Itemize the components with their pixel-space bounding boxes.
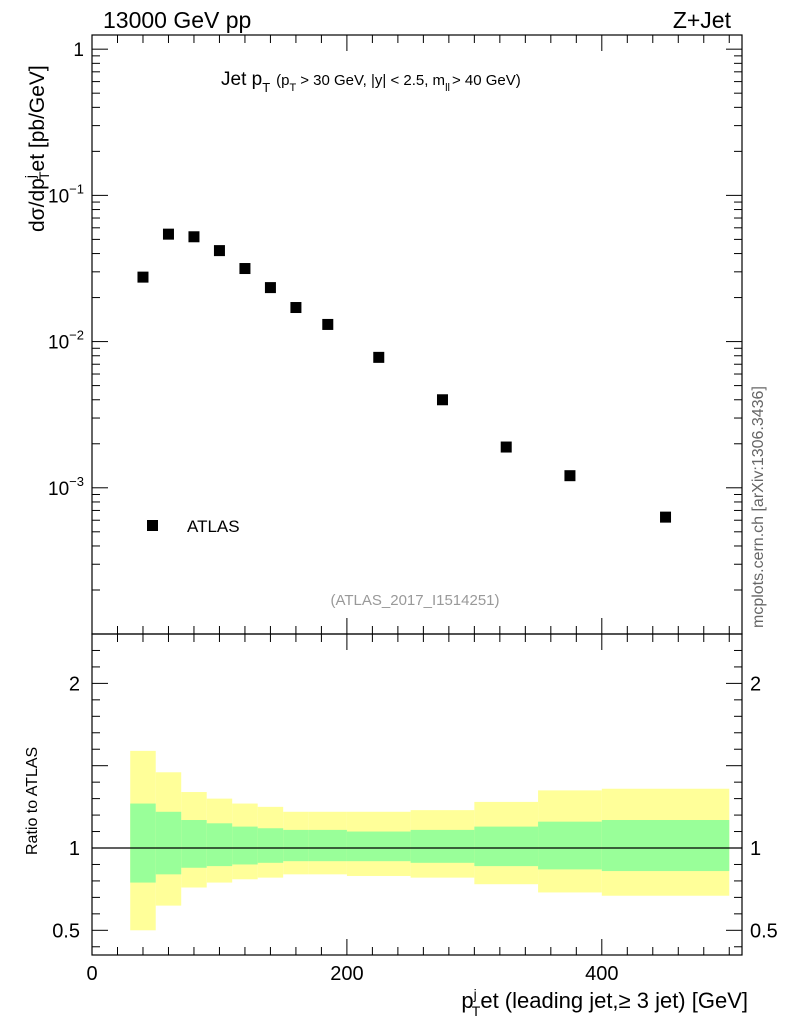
ratio-band-inner-6	[283, 829, 309, 862]
data-point-0-3	[213, 245, 225, 257]
data-point-0-8	[373, 351, 385, 363]
legend-marker	[147, 520, 158, 531]
ylabel-sub: T	[36, 171, 52, 180]
ratio-plot: 0 200 400 0.5 0.5 1 1 2 2	[52, 633, 778, 985]
ylabel-a: dσ/dp	[26, 178, 49, 232]
plot-title-sub: T	[262, 80, 270, 95]
header-left-label: 13000 GeV pp	[103, 7, 251, 33]
main-plot: 1 10−1 10−2 10−3	[48, 34, 743, 635]
ratio-y-tick-label-right-1: 1	[750, 838, 761, 860]
ratio-band-inner-9	[410, 829, 475, 863]
plot-title-cuts-ll: ll	[445, 82, 450, 94]
plot-title-cuts: (p	[276, 72, 289, 89]
ratio-band-inner-5	[257, 828, 284, 863]
x-axis-label: pj Tet (leading jet,≥ 3 jet) [GeV]	[461, 986, 748, 1019]
ratio-frame	[91, 633, 743, 956]
plot-title-cuts-end: > 40 GeV)	[452, 72, 521, 89]
data-point-0-12	[660, 511, 672, 523]
ratio-y-tick-label-left-2: 2	[69, 673, 80, 695]
data-point-0-6	[290, 302, 302, 314]
plot-title: Jet pT (pT > 30 GeV, |y| < 2.5, mll > 40 Ge…	[221, 69, 521, 95]
plot-title-cuts-sub: T	[290, 82, 297, 94]
data-point-0-7	[322, 318, 334, 330]
ratio-y-tick-label-left-1: 1	[69, 838, 80, 860]
ratio-band-inner-7	[308, 829, 347, 862]
plot-title-cuts-rest: > 30 GeV, |y| < 2.5, m	[300, 72, 445, 89]
analysis-id-label: (ATLAS_2017_I1514251)	[330, 592, 499, 609]
ratio-band-inner-3	[206, 823, 233, 867]
header-right-label: Z+Jet	[673, 7, 732, 33]
xlabel-a: p	[461, 988, 473, 1013]
y-axis-label-ratio: Ratio to ATLAS	[24, 747, 41, 855]
ratio-band-inner-0	[130, 803, 156, 883]
ratio-y-tick-label-right-2: 2	[750, 673, 761, 695]
ratio-band-inner-2	[181, 820, 207, 868]
main-y-tick-label-3: 10−3	[48, 474, 84, 500]
data-point-0-10	[500, 441, 512, 453]
plot-title-main: Jet p	[221, 69, 262, 90]
ratio-y-tick-label-left-0: 0.5	[52, 920, 80, 942]
x-tick-label-1: 200	[330, 963, 363, 985]
main-y-tick-label-1: 10−1	[48, 181, 84, 207]
data-point-0-4	[239, 263, 251, 275]
ylabel-b: et [pb/GeV]	[26, 65, 49, 171]
main-y-tick-label-2: 10−2	[48, 328, 84, 354]
main-frame	[91, 34, 743, 635]
main-y-tick-label-0: 1	[73, 40, 84, 61]
data-point-0-11	[564, 470, 576, 482]
ylabel-sup: j	[22, 175, 38, 179]
watermark-label: mcplots.cern.ch [arXiv:1306.3436]	[750, 386, 767, 628]
data-point-0-0	[137, 271, 149, 283]
xlabel-sub: T	[472, 1003, 481, 1019]
data-point-0-5	[264, 282, 276, 294]
data-point-0-1	[162, 228, 174, 240]
data-point-0-2	[188, 231, 200, 243]
xlabel-sup: j	[473, 986, 477, 1002]
ratio-band-inner-1	[155, 811, 182, 875]
ratio-band-inner-11	[538, 821, 602, 870]
legend-label: ATLAS	[187, 517, 240, 536]
ratio-band-inner-8	[346, 831, 411, 862]
data-point-0-9	[436, 394, 448, 406]
ratio-band-inner-12	[601, 820, 730, 872]
ratio-band-inner-10	[474, 826, 539, 867]
ratio-y-tick-label-right-0: 0.5	[750, 920, 778, 942]
x-tick-label-2: 400	[585, 963, 618, 985]
x-tick-label-0: 0	[86, 963, 97, 985]
y-axis-label-main: dσ/dpjTet [pb/GeV]	[22, 65, 52, 232]
ratio-band-inner-4	[232, 826, 258, 865]
xlabel-b: et (leading jet,≥ 3 jet) [GeV]	[480, 988, 748, 1013]
